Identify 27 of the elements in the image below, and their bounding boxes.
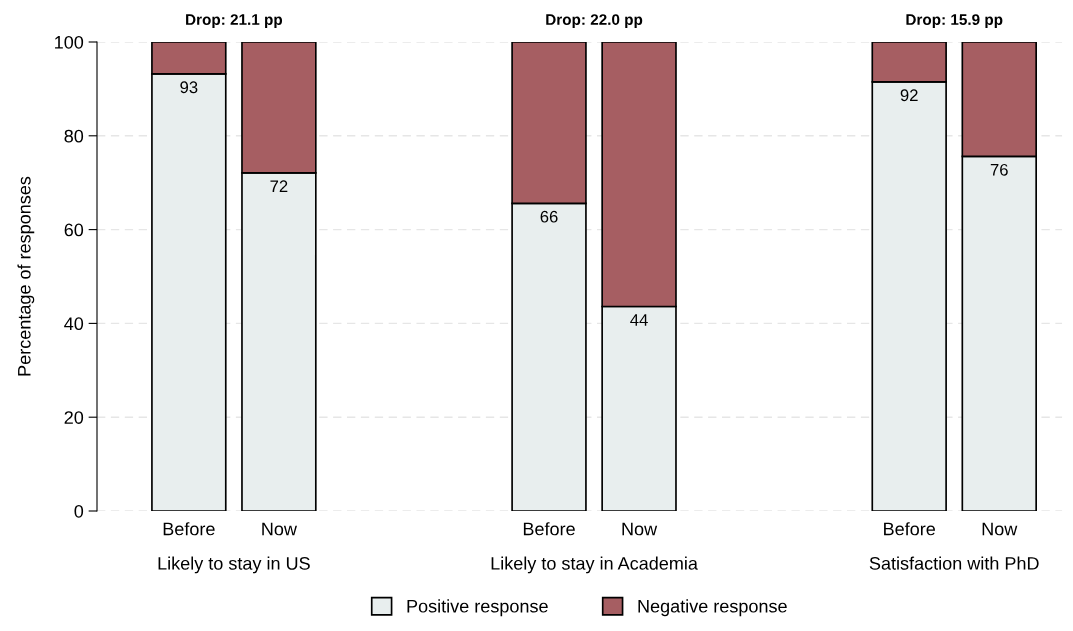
legend-label: Negative response — [638, 599, 787, 617]
text: Satisfaction with PhD — [869, 556, 1039, 570]
data-label: 93 — [180, 81, 198, 94]
data-label: 92 — [900, 89, 918, 102]
x-tick-label: Before — [163, 522, 215, 536]
x-tick-label: Before — [523, 522, 575, 536]
text: Drop: 22.0 pp — [546, 14, 643, 29]
y-tick-label: 80 — [64, 129, 84, 143]
x-tick-label: Before — [884, 522, 935, 536]
data-label: 66 — [540, 210, 558, 223]
x-tick-label: Now — [262, 522, 297, 536]
y-tick-label: 40 — [64, 317, 84, 331]
data-label: 76 — [990, 163, 1008, 176]
x-tick-label: Now — [982, 522, 1018, 536]
data-label: 72 — [270, 180, 288, 192]
y-tick-label: 0 — [74, 504, 84, 518]
x-tick-label: Now — [622, 522, 658, 536]
legend-label: Positive response — [407, 599, 548, 617]
text: Drop: 21.1 pp — [186, 14, 283, 29]
data-label: 44 — [630, 314, 648, 326]
y-tick-label: 60 — [64, 223, 84, 237]
text: Likely to stay in Academia — [491, 556, 698, 574]
y-axis-title: Percentage of responses — [17, 176, 35, 376]
y-tick-label: 20 — [64, 411, 84, 424]
text: Likely to stay in US — [158, 556, 310, 574]
text: Drop: 15.9 pp — [906, 14, 1003, 29]
y-tick-label: 100 — [55, 35, 84, 49]
